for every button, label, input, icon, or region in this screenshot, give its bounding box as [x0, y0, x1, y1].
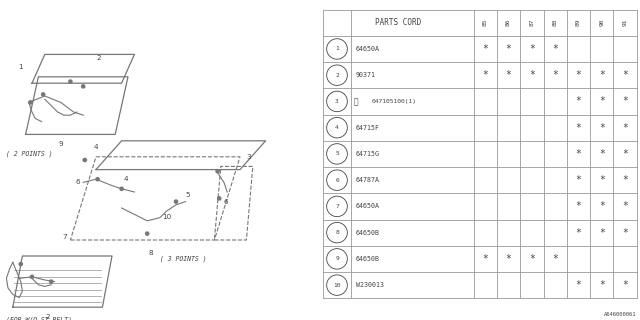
Text: *: *: [575, 96, 581, 107]
Text: *: *: [599, 96, 605, 107]
Circle shape: [83, 158, 86, 162]
Circle shape: [146, 232, 149, 235]
Circle shape: [96, 178, 99, 181]
Text: *: *: [599, 228, 605, 238]
Text: 6: 6: [224, 199, 228, 204]
Text: *: *: [575, 149, 581, 159]
Text: *: *: [599, 70, 605, 80]
Text: 85: 85: [483, 19, 488, 27]
Text: 2: 2: [335, 73, 339, 78]
Text: *: *: [575, 201, 581, 212]
Text: 1: 1: [18, 64, 22, 70]
Text: 90371: 90371: [356, 72, 376, 78]
Text: *: *: [506, 254, 511, 264]
Text: *: *: [599, 175, 605, 185]
Text: 4: 4: [93, 144, 99, 150]
Text: 6: 6: [335, 178, 339, 183]
Text: *: *: [575, 280, 581, 290]
Text: *: *: [506, 70, 511, 80]
Circle shape: [29, 101, 32, 104]
Text: 9: 9: [335, 256, 339, 261]
Circle shape: [31, 275, 34, 278]
Text: *: *: [622, 175, 628, 185]
Text: *: *: [483, 44, 488, 54]
Text: *: *: [622, 201, 628, 212]
Text: 047105100(1): 047105100(1): [372, 99, 417, 104]
Text: *: *: [599, 149, 605, 159]
Text: *: *: [575, 123, 581, 133]
Text: 10: 10: [162, 214, 171, 220]
Circle shape: [82, 85, 84, 88]
Text: *: *: [529, 254, 535, 264]
Text: *: *: [552, 254, 558, 264]
Text: *: *: [622, 123, 628, 133]
Text: *: *: [529, 70, 535, 80]
Text: 87: 87: [529, 19, 534, 27]
Text: *: *: [622, 96, 628, 107]
Text: *: *: [529, 44, 535, 54]
Circle shape: [120, 187, 123, 190]
Circle shape: [69, 80, 72, 83]
Text: 7: 7: [63, 234, 67, 240]
Text: 6: 6: [76, 180, 80, 185]
Circle shape: [174, 200, 178, 203]
Text: *: *: [622, 70, 628, 80]
Circle shape: [19, 262, 22, 266]
Text: 88: 88: [553, 19, 557, 27]
Text: A646000061: A646000061: [604, 312, 637, 317]
Text: 8: 8: [148, 250, 153, 256]
Text: 4: 4: [335, 125, 339, 130]
Text: *: *: [483, 254, 488, 264]
Text: *: *: [622, 228, 628, 238]
Text: 5: 5: [335, 151, 339, 156]
Circle shape: [218, 197, 221, 200]
Text: *: *: [552, 44, 558, 54]
Text: ( 2 POINTS ): ( 2 POINTS ): [6, 150, 53, 157]
Text: ( 3 POINTS ): ( 3 POINTS ): [160, 256, 207, 262]
Text: 9: 9: [58, 141, 63, 147]
Text: 4: 4: [123, 176, 128, 182]
Text: 64650B: 64650B: [356, 230, 380, 236]
Text: 64650B: 64650B: [356, 256, 380, 262]
Text: *: *: [575, 228, 581, 238]
Text: 64715G: 64715G: [356, 151, 380, 157]
Text: 64650A: 64650A: [356, 204, 380, 209]
Circle shape: [216, 170, 219, 173]
Text: 10: 10: [333, 283, 340, 288]
Text: 2: 2: [45, 314, 51, 320]
Text: 8: 8: [335, 230, 339, 235]
Text: 2: 2: [96, 55, 100, 60]
Text: *: *: [599, 201, 605, 212]
Text: 64715F: 64715F: [356, 125, 380, 131]
Text: 86: 86: [506, 19, 511, 27]
Text: *: *: [575, 175, 581, 185]
Text: *: *: [599, 123, 605, 133]
Text: 89: 89: [576, 19, 581, 27]
Text: *: *: [622, 280, 628, 290]
Text: 1: 1: [335, 46, 339, 52]
Text: 91: 91: [623, 19, 628, 27]
Text: W230013: W230013: [356, 282, 383, 288]
Text: (FOR W/O ST BELT): (FOR W/O ST BELT): [6, 317, 72, 320]
Circle shape: [42, 93, 45, 96]
Text: 90: 90: [599, 19, 604, 27]
Text: 3: 3: [246, 154, 251, 160]
Text: 7: 7: [335, 204, 339, 209]
Text: *: *: [483, 70, 488, 80]
Text: 5: 5: [186, 192, 190, 198]
Text: *: *: [575, 70, 581, 80]
Text: *: *: [622, 149, 628, 159]
Text: Ⓢ: Ⓢ: [354, 97, 358, 106]
Circle shape: [50, 280, 53, 283]
Text: 64650A: 64650A: [356, 46, 380, 52]
Text: *: *: [599, 280, 605, 290]
Text: *: *: [552, 70, 558, 80]
Text: 64787A: 64787A: [356, 177, 380, 183]
Text: 3: 3: [335, 99, 339, 104]
Text: PARTS CORD: PARTS CORD: [375, 18, 422, 27]
Text: *: *: [506, 44, 511, 54]
